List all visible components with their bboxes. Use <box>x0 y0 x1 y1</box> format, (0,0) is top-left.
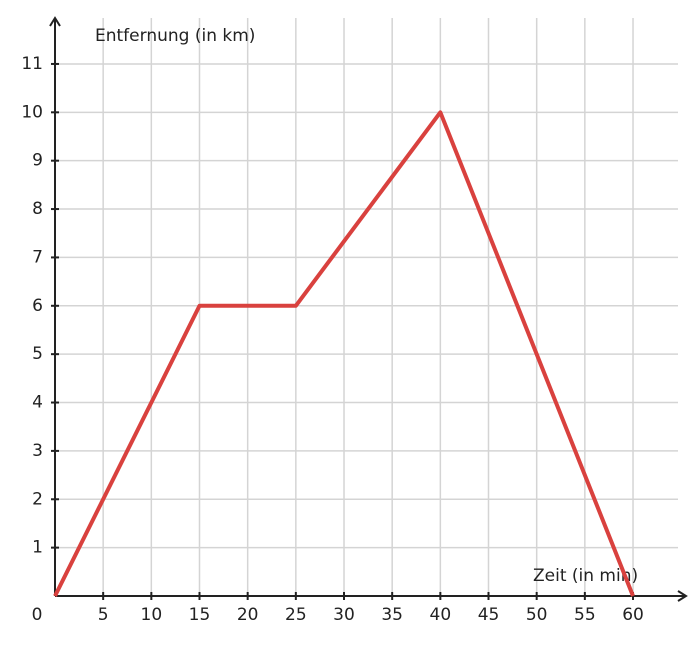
y-tick-label: 9 <box>32 151 43 171</box>
y-tick-label: 3 <box>32 441 43 461</box>
y-tick-label: 6 <box>32 296 43 316</box>
y-tick-label: 10 <box>21 102 43 122</box>
y-axis-label: Entfernung (in km) <box>95 26 255 46</box>
y-tick-label: 8 <box>32 199 43 219</box>
x-tick-label: 30 <box>333 605 355 625</box>
x-tick-label: 55 <box>574 605 596 625</box>
x-tick-label: 45 <box>478 605 500 625</box>
x-tick-label: 40 <box>430 605 452 625</box>
x-axis-label: Zeit (in min) <box>533 566 638 586</box>
y-tick-label: 1 <box>32 538 43 558</box>
y-tick-label: 11 <box>21 54 43 74</box>
x-tick-label: 10 <box>141 605 163 625</box>
y-tick-label: 2 <box>32 489 43 509</box>
x-tick-label: 60 <box>622 605 644 625</box>
x-tick-label: 50 <box>526 605 548 625</box>
y-tick-label: 5 <box>32 344 43 364</box>
y-tick-label: 4 <box>32 393 43 413</box>
y-axis-arrow <box>49 16 61 27</box>
data-line <box>53 110 635 597</box>
x-tick-label: 5 <box>98 605 109 625</box>
x-tick-label: 0 <box>32 605 43 625</box>
x-tick-label: 25 <box>285 605 307 625</box>
x-tick-label: 20 <box>237 605 259 625</box>
x-tick-label: 15 <box>189 605 211 625</box>
grid <box>55 18 678 596</box>
x-axis-arrow <box>677 590 688 602</box>
x-tick-label: 35 <box>381 605 403 625</box>
y-tick-label: 7 <box>32 247 43 267</box>
